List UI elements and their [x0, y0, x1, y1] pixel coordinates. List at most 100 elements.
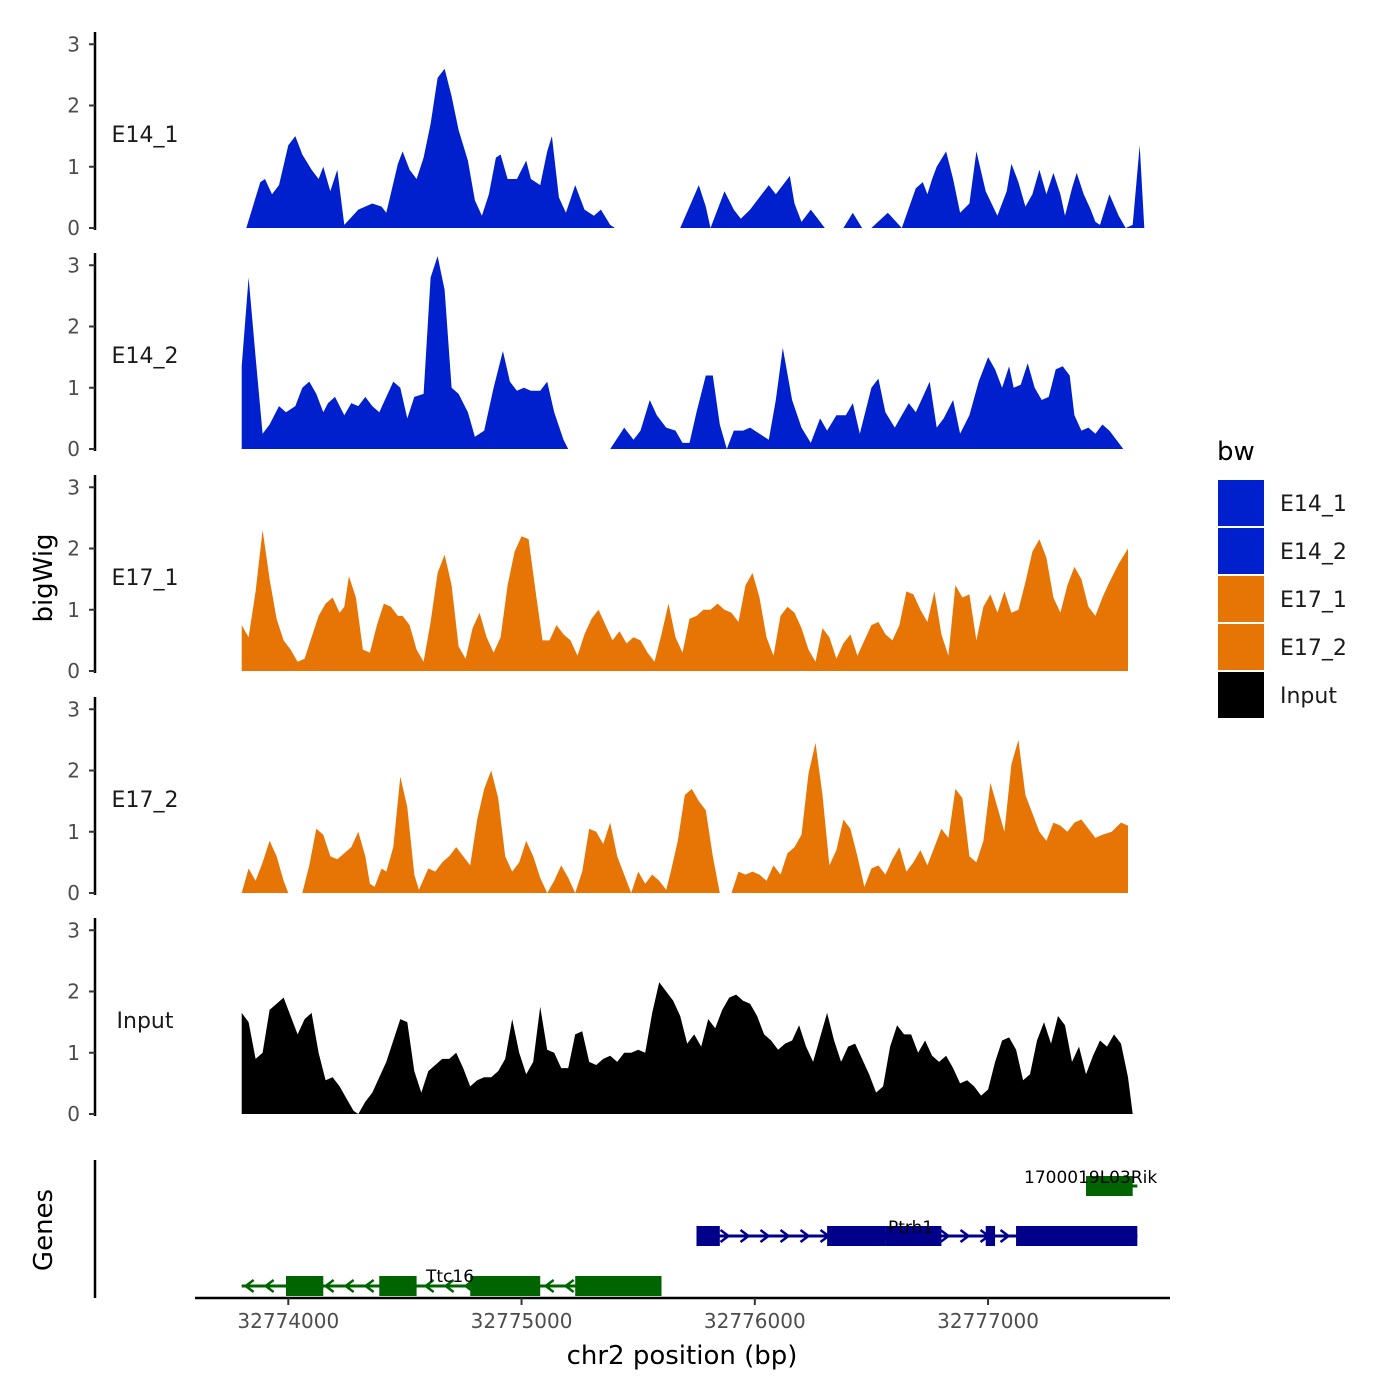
y-tick-label: 2 — [67, 980, 80, 1004]
strand-arrow — [343, 1279, 355, 1293]
track-label: E17_2 — [112, 788, 179, 813]
gene-annotation-panel: Genes Ttc16 Ptrh1 1700019L03Rik — [29, 1160, 1157, 1298]
legend-swatch — [1218, 576, 1264, 622]
coverage-area-e17-2 — [302, 770, 720, 893]
coverage-area-input — [241, 982, 1133, 1114]
exon — [1086, 1176, 1133, 1196]
legend: bw E14_1 E14_2 E17_1 E17_2 Input — [1217, 437, 1347, 718]
coverage-area-e14-1 — [680, 175, 825, 228]
exon — [285, 1276, 324, 1296]
y-tick-label: 3 — [67, 918, 80, 942]
exon — [470, 1276, 541, 1296]
legend-swatch — [1218, 672, 1264, 718]
y-axis-title: bigWig — [29, 533, 59, 622]
y-tick-label: 0 — [67, 216, 80, 240]
legend-title: bw — [1217, 437, 1255, 467]
coverage-area-e14-2 — [241, 256, 569, 449]
y-tick-label: 2 — [67, 94, 80, 118]
gene-model-1700019l03rik — [1086, 1176, 1138, 1196]
coverage-area-e17-1 — [241, 530, 1128, 671]
y-tick-label: 0 — [67, 437, 80, 461]
y-tick-label: 0 — [67, 659, 80, 683]
strand-arrow — [959, 1229, 971, 1243]
exon — [827, 1226, 886, 1246]
x-tick-label: 32777000 — [937, 1309, 1039, 1333]
y-tick-label: 1 — [67, 820, 80, 844]
y-tick-label: 1 — [67, 155, 80, 179]
legend-label: E17_1 — [1280, 588, 1347, 613]
track-label: E17_1 — [112, 566, 179, 591]
legend-items: E14_1 E14_2 E17_1 E17_2 Input — [1218, 480, 1347, 718]
gene-label-ptrh1: Ptrh1 — [888, 1218, 933, 1238]
coverage-area-e14-2 — [610, 375, 727, 449]
x-tick-label: 32775000 — [471, 1309, 573, 1333]
legend-swatch — [1218, 624, 1264, 670]
strand-arrow — [323, 1279, 335, 1293]
strand-arrow — [739, 1229, 751, 1243]
track-e14-1: 0 1 2 3 E14_1 — [67, 32, 1145, 240]
strand-arrow — [423, 1279, 435, 1293]
track-label: E14_2 — [112, 344, 179, 369]
coverage-area-e14-1 — [843, 212, 863, 228]
gene-models — [241, 1176, 1138, 1296]
legend-label: Input — [1280, 684, 1337, 709]
strand-arrow — [999, 1229, 1011, 1243]
coverage-tracks: 0 1 2 3 E14_1 0 1 2 3 E14_2 0 1 2 3 E17_1 0 1 2 3 E17_2 0 1 2 3… — [67, 32, 1145, 1126]
coverage-area-e14-2 — [726, 347, 1124, 449]
strand-arrow — [939, 1229, 951, 1243]
x-tick-label: 32776000 — [704, 1309, 806, 1333]
strand-arrow — [779, 1229, 791, 1243]
gene-label-1700019l03rik: 1700019L03Rik — [1024, 1168, 1157, 1188]
y-tick-label: 2 — [67, 315, 80, 339]
strand-arrow — [363, 1279, 375, 1293]
genes-axis-title: Genes — [29, 1189, 59, 1271]
y-tick-label: 1 — [67, 598, 80, 622]
y-tick-label: 2 — [67, 759, 80, 783]
x-tick-label: 32774000 — [237, 1309, 339, 1333]
exon — [696, 1226, 720, 1246]
y-tick-label: 3 — [67, 475, 80, 499]
y-tick-label: 2 — [67, 537, 80, 561]
gene-model-ttc16 — [241, 1276, 662, 1296]
strand-arrow — [243, 1279, 255, 1293]
strand-arrow — [799, 1229, 811, 1243]
coverage-area-e17-2 — [731, 739, 1128, 893]
track-label: Input — [117, 1009, 174, 1034]
strand-arrow — [563, 1279, 575, 1293]
y-tick-label: 0 — [67, 1102, 80, 1126]
exon — [1016, 1226, 1138, 1246]
x-axis-ticks: 32774000 32775000 32776000 32777000 — [237, 1298, 1039, 1333]
gene-model-ptrh1 — [696, 1226, 1138, 1246]
y-tick-label: 1 — [67, 1041, 80, 1065]
exon — [885, 1226, 942, 1246]
coverage-area-e17-2 — [241, 840, 289, 893]
track-e17-2: 0 1 2 3 E17_2 — [67, 697, 1128, 905]
gene-label-ttc16: Ttc16 — [425, 1267, 474, 1287]
legend-label: E17_2 — [1280, 636, 1347, 661]
strand-arrow — [543, 1279, 555, 1293]
track-input: 0 1 2 3 Input — [67, 918, 1133, 1126]
exon — [379, 1276, 417, 1296]
strand-arrow — [719, 1229, 731, 1243]
coverage-area-e14-1 — [246, 68, 615, 228]
x-axis: 32774000 32775000 32776000 32777000 chr2 po… — [195, 1296, 1170, 1371]
exon — [575, 1276, 662, 1296]
track-e17-1: 0 1 2 3 E17_1 — [67, 475, 1128, 683]
track-label: E14_1 — [112, 123, 179, 148]
legend-label: E14_1 — [1280, 492, 1347, 517]
strand-arrow — [263, 1279, 275, 1293]
strand-arrow — [443, 1279, 455, 1293]
y-tick-label: 0 — [67, 881, 80, 905]
coverage-area-e14-1 — [871, 145, 1145, 228]
y-tick-label: 1 — [67, 376, 80, 400]
track-e14-2: 0 1 2 3 E14_2 — [67, 253, 1124, 461]
legend-label: E14_2 — [1280, 540, 1347, 565]
x-axis-title: chr2 position (bp) — [567, 1341, 798, 1371]
y-tick-label: 3 — [67, 253, 80, 277]
legend-swatch — [1218, 480, 1264, 526]
y-tick-label: 3 — [67, 32, 80, 56]
strand-arrow — [759, 1229, 771, 1243]
y-tick-label: 3 — [67, 697, 80, 721]
exon — [985, 1226, 996, 1246]
